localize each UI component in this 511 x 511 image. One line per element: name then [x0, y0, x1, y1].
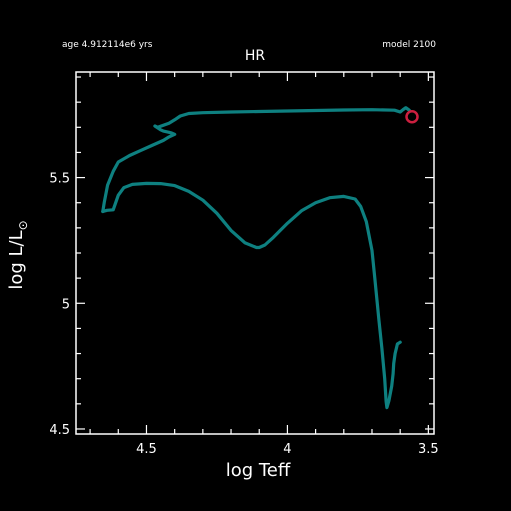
- sun-symbol: ⊙: [16, 220, 30, 230]
- x-axis-label: log Teff: [226, 460, 291, 481]
- x-tick-label: 3.5: [418, 442, 439, 457]
- y-axis-label: log L/L⊙: [6, 220, 30, 289]
- marker-layer: [405, 109, 419, 124]
- y-tick-label: 4.5: [49, 423, 70, 438]
- y-tick-label: 5.5: [49, 172, 70, 187]
- age-readout: age 4.912114e6 yrs: [62, 40, 153, 50]
- series-layer: [101, 106, 412, 410]
- model-readout: model 2100: [382, 40, 436, 50]
- series-line-2: [101, 106, 412, 214]
- x-tick-label: 4: [283, 442, 291, 457]
- current-model-marker: [405, 109, 419, 124]
- chart-title: HR: [245, 48, 266, 64]
- series-line-1: [101, 181, 402, 410]
- axis-ticks: 4.5 4 3.5 4.5 5 5.5: [49, 72, 439, 457]
- x-tick-label: 4.5: [136, 442, 157, 457]
- y-tick-label: 5: [62, 297, 70, 312]
- y-axis-label-main: log L/L: [6, 230, 27, 289]
